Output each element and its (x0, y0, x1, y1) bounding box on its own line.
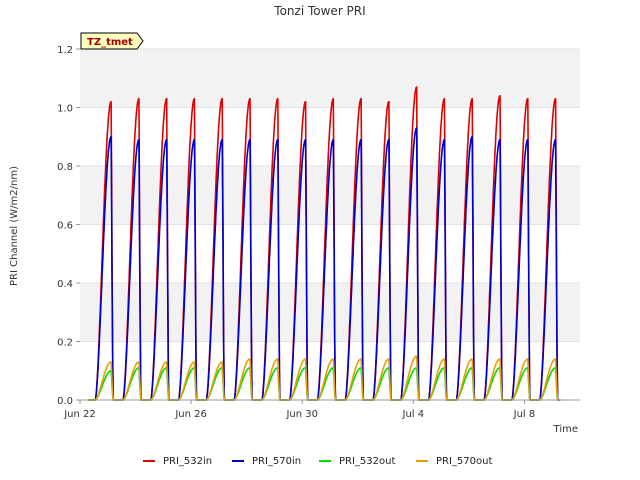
y-tick-label: 0.2 (57, 338, 73, 349)
grid-band (80, 283, 580, 342)
legend-label: PRI_570out (436, 456, 492, 467)
y-tick-label: 0.8 (57, 162, 73, 173)
y-tick-label: 1.0 (57, 104, 73, 115)
site-badge-shape (80, 32, 144, 50)
legend-label: PRI_570in (252, 456, 301, 467)
grid-bands (80, 48, 580, 401)
legend-label: PRI_532in (163, 456, 212, 467)
grid-band (80, 49, 580, 108)
site-badge: TZ_tmet (80, 32, 144, 50)
grid-band (80, 166, 580, 225)
chart-title: Tonzi Tower PRI (273, 4, 365, 18)
x-tick-label: Jun 22 (63, 409, 96, 420)
legend: PRI_532in PRI_570in PRI_532out PRI_570out (143, 456, 492, 467)
y-tick-label: 1.2 (57, 45, 73, 56)
legend-label: PRI_532out (339, 456, 395, 467)
x-axis-title: Time (553, 424, 578, 435)
site-badge-label: TZ_tmet (87, 37, 133, 48)
y-tick-label: 0.4 (57, 279, 73, 290)
x-tick-label: Jun 30 (285, 409, 318, 420)
x-tick-label: Jul 4 (402, 409, 425, 420)
y-axis-ticks: 0.0 0.2 0.4 0.6 0.8 1.0 1.2 (57, 45, 80, 407)
x-tick-label: Jun 26 (174, 409, 207, 420)
x-tick-label: Jul 8 (513, 409, 536, 420)
grid-band (80, 224, 580, 283)
x-axis-ticks: Jun 22 Jun 26 Jun 30 Jul 4 Jul 8 (63, 400, 535, 420)
y-tick-label: 0.6 (57, 221, 73, 232)
y-tick-label: 0.0 (57, 396, 73, 407)
y-axis-title: PRI Channel (W/m2/nm) (9, 166, 20, 286)
